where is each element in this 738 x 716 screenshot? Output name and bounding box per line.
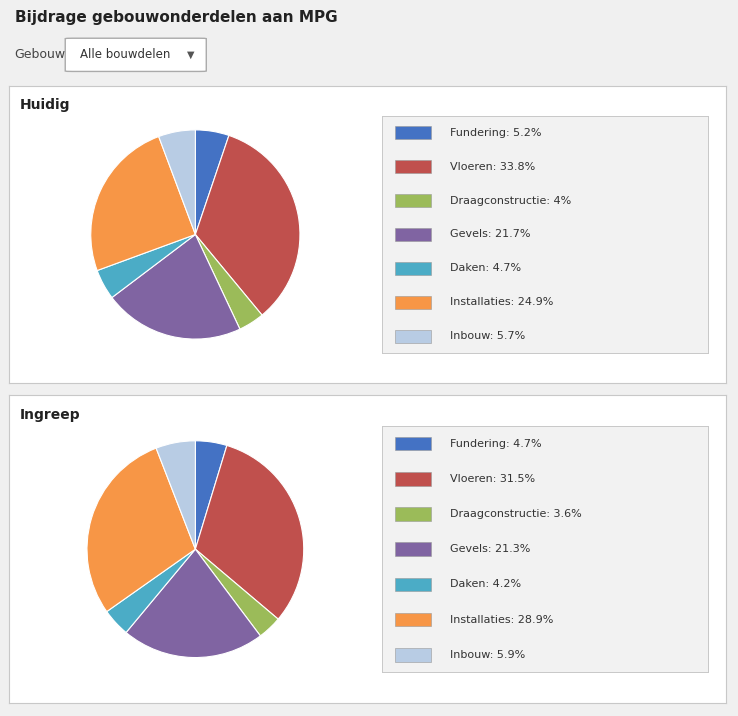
Bar (395, 507, 431, 521)
Text: Installaties: 24.9%: Installaties: 24.9% (450, 297, 554, 307)
Text: Fundering: 5.2%: Fundering: 5.2% (450, 127, 542, 137)
Bar (395, 437, 431, 450)
Text: Bijdrage gebouwonderdelen aan MPG: Bijdrage gebouwonderdelen aan MPG (15, 11, 337, 25)
Bar (395, 543, 431, 556)
Wedge shape (196, 441, 227, 549)
Text: Inbouw: 5.9%: Inbouw: 5.9% (450, 649, 525, 659)
Bar (395, 330, 431, 343)
FancyBboxPatch shape (65, 38, 206, 72)
Text: Alle bouwdelen: Alle bouwdelen (80, 48, 170, 61)
Text: Huidig: Huidig (20, 98, 70, 112)
Bar (395, 262, 431, 275)
Bar (395, 160, 431, 173)
Wedge shape (196, 235, 262, 329)
Bar (395, 194, 431, 207)
Bar (395, 578, 431, 591)
Text: Draagconstructie: 4%: Draagconstructie: 4% (450, 195, 572, 205)
Wedge shape (112, 235, 240, 339)
Bar (395, 472, 431, 485)
Wedge shape (196, 445, 304, 619)
Wedge shape (196, 135, 300, 315)
Wedge shape (196, 549, 278, 636)
Text: Draagconstructie: 3.6%: Draagconstructie: 3.6% (450, 509, 582, 519)
Text: Fundering: 4.7%: Fundering: 4.7% (450, 439, 542, 449)
Wedge shape (159, 130, 196, 235)
Text: Gevels: 21.7%: Gevels: 21.7% (450, 230, 531, 239)
Text: Vloeren: 33.8%: Vloeren: 33.8% (450, 162, 536, 172)
Text: Ingreep: Ingreep (20, 407, 80, 422)
Text: Gevels: 21.3%: Gevels: 21.3% (450, 544, 531, 554)
Text: Inbouw: 5.7%: Inbouw: 5.7% (450, 332, 525, 342)
Bar (395, 613, 431, 626)
Text: Gebouw: Gebouw (15, 48, 66, 61)
Bar (395, 296, 431, 309)
Wedge shape (87, 448, 196, 611)
Bar (395, 648, 431, 662)
Bar (395, 228, 431, 241)
Wedge shape (126, 549, 261, 657)
Wedge shape (107, 549, 196, 632)
Text: Installaties: 28.9%: Installaties: 28.9% (450, 614, 554, 624)
Text: Daken: 4.7%: Daken: 4.7% (450, 263, 522, 274)
Wedge shape (97, 235, 196, 298)
Wedge shape (156, 441, 196, 549)
Text: Vloeren: 31.5%: Vloeren: 31.5% (450, 474, 536, 484)
Text: ▼: ▼ (187, 49, 194, 59)
Text: Daken: 4.2%: Daken: 4.2% (450, 579, 522, 589)
Bar (395, 126, 431, 139)
Wedge shape (91, 137, 196, 271)
Wedge shape (196, 130, 229, 235)
